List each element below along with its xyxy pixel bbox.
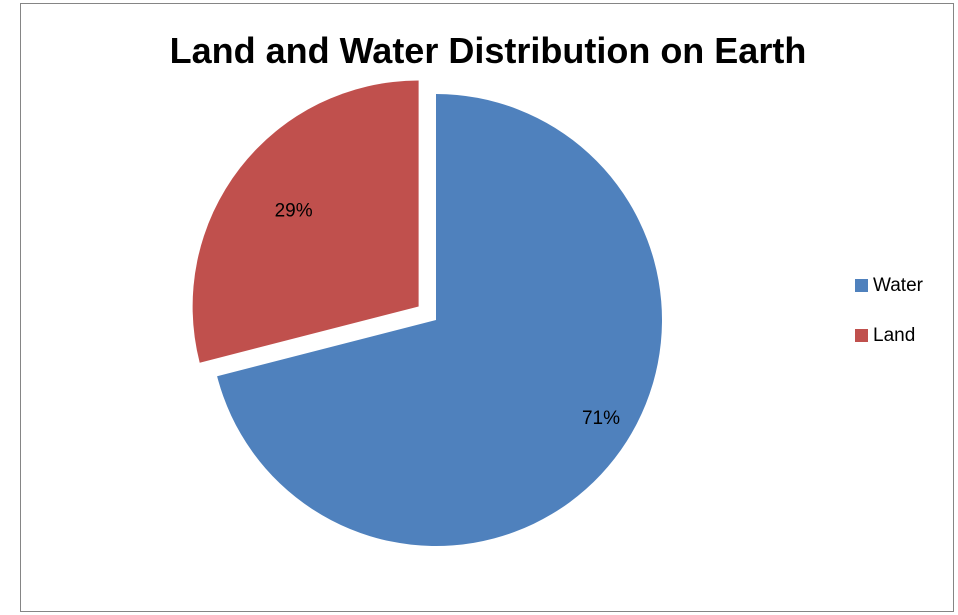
- legend: Water Land: [855, 273, 923, 373]
- legend-swatch-water: [855, 279, 868, 292]
- pie-slice-land: [192, 80, 419, 363]
- legend-label-land: Land: [873, 324, 916, 346]
- chart-title: Land and Water Distribution on Earth: [169, 30, 807, 71]
- pie-slice-water: [217, 94, 662, 546]
- legend-item-land: Land: [855, 323, 923, 348]
- legend-item-water: Water: [855, 273, 923, 298]
- data-label-water: 71%: [582, 408, 620, 429]
- data-label-land: 29%: [275, 201, 313, 222]
- legend-label-water: Water: [873, 274, 923, 296]
- legend-swatch-land: [855, 329, 868, 342]
